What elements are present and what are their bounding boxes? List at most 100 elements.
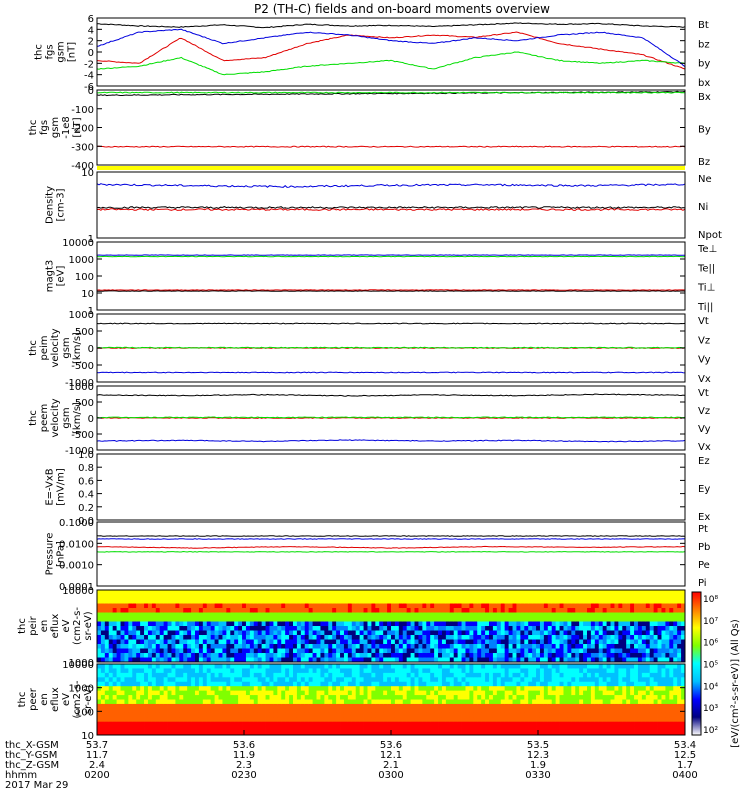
spectrogram-cell [524,695,529,700]
spectrogram-cell [410,590,415,595]
spectrogram-cell [543,621,549,627]
spectrogram-cell [234,664,239,669]
spectrogram-cell [171,644,176,649]
spectrogram-cell [618,703,623,709]
spectrogram-cell [261,590,266,595]
spectrogram-cell [567,703,572,709]
spectrogram-cell [536,708,541,714]
spectrogram-cell [230,681,235,687]
spectrogram-cell [653,664,658,669]
spectrogram-cell [269,603,274,609]
spectrogram-cell [167,621,172,627]
spectrogram-cell [410,681,415,687]
spectrogram-cell [465,612,470,618]
spectrogram-cell [461,594,466,600]
spectrogram-cell [340,644,345,649]
panel-frame [96,89,686,166]
spectrogram-cell [336,635,341,640]
spectrogram-cell [485,664,490,669]
spectrogram-cell [536,681,541,687]
legend-By: By [698,125,711,136]
spectrogram-cell [492,681,498,687]
spectrogram-cell [320,668,325,674]
spectrogram-cell [669,635,674,640]
spectrogram-cell [379,608,384,613]
legend-Bt: Bt [698,20,709,31]
spectrogram-cell [124,703,129,709]
spectrogram-cell [610,626,615,631]
spectrogram-cell [634,594,639,600]
spectrogram-cell [461,599,466,604]
spectrogram-cell [210,730,215,736]
spectrogram-cell [492,648,498,654]
spectrogram-cell [234,695,239,700]
spectrogram-cell [641,608,647,613]
spectrogram-cell [422,708,427,714]
spectrogram-cell [324,648,329,654]
spectrogram-cell [473,630,478,636]
spectrogram-cell [175,639,180,645]
spectrogram-cell [367,721,372,727]
spectrogram-cell [257,681,263,687]
spectrogram-cell [516,617,521,622]
spectrogram-cell [116,657,121,663]
spectrogram-cell [332,608,337,613]
spectrogram-cell [242,653,247,658]
spectrogram-cell [132,721,137,727]
spectrogram-cell [230,635,235,640]
spectrogram-cell [434,617,439,622]
spectrogram-cell [665,621,670,627]
spectrogram-cell [438,653,443,658]
spectrogram-cell [112,699,117,705]
spectrogram-cell [167,644,172,649]
spectrogram-cell [457,726,462,731]
spectrogram-cell [187,644,192,649]
y-axis-label: peir [28,615,39,635]
spectrogram-cell [418,721,423,727]
spectrogram-cell [434,664,439,669]
spectrogram-cell [465,639,470,645]
spectrogram-cell [590,730,596,736]
spectrogram-cell [159,726,165,731]
spectrogram-cell [500,653,506,658]
spectrogram-cell [147,730,153,736]
spectrogram-cell [163,639,168,645]
spectrogram-cell [673,699,678,705]
spectrogram-cell [563,608,568,613]
spectrogram-cell [179,626,184,631]
spectrogram-cell [245,721,251,727]
spectrogram-cell [159,594,165,600]
spectrogram-cell [296,695,302,700]
spectrogram-cell [238,644,243,649]
spectrogram-cell [387,712,392,718]
spectrogram-cell [355,703,361,709]
spectrogram-cell [508,617,513,622]
spectrogram-cell [285,639,290,645]
spectrogram-cell [398,603,404,609]
y-axis-label: -1e8 [61,116,72,139]
spectrogram-cell [183,672,188,678]
spectrogram-cell [465,686,470,692]
spectrogram-cell [441,695,447,700]
spectrogram-cell [316,690,321,696]
spectrogram-cell [336,672,341,678]
spectrogram-cell [445,677,451,683]
spectrogram-cell [571,635,576,640]
spectrogram-cell [422,668,427,674]
spectrogram-cell [296,621,302,627]
spectrogram-cell [500,672,506,678]
spectrogram-cell [610,648,615,654]
spectrogram-cell [626,717,631,723]
spectrogram-cell [340,612,345,618]
spectrogram-cell [398,621,404,627]
spectrogram-cell [202,590,208,595]
spectrogram-cell [512,726,517,731]
spectrogram-cell [391,657,396,663]
spectrogram-cell [308,717,313,723]
spectrogram-cell [575,695,580,700]
spectrogram-cell [171,653,176,658]
spectrogram-cell [238,708,243,714]
spectrogram-cell [410,639,415,645]
spectrogram-cell [614,630,619,636]
spectrogram-cell [555,668,560,674]
